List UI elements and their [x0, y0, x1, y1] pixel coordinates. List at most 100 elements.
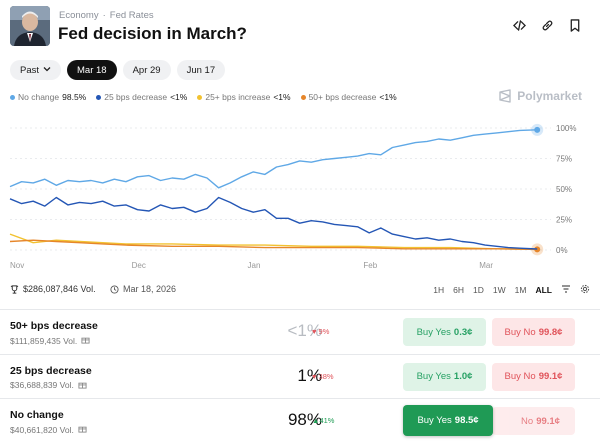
polymarket-mark-icon [499, 89, 511, 103]
buy-no-label: Buy No [504, 371, 536, 382]
legend-item-25-bps-increase: 25+ bps increase <1% [197, 92, 291, 102]
time-range-selector: 1H 6H 1D 1W 1M ALL [433, 284, 590, 296]
buy-yes-button[interactable]: Buy Yes 0.3¢ [403, 318, 486, 346]
embed-code-icon[interactable] [512, 18, 526, 32]
series-line-25-bps-decrease [9, 196, 538, 250]
legend-dot [300, 94, 306, 100]
tab-mar-18[interactable]: Mar 18 [67, 60, 117, 80]
tab-past[interactable]: Past [10, 60, 62, 80]
outcome-change-value: 41% [319, 416, 335, 425]
buy-no-button[interactable]: Buy No 99.8¢ [492, 318, 575, 346]
range-6h[interactable]: 6H [453, 285, 465, 295]
buy-yes-button[interactable]: Buy Yes 1.0¢ [403, 362, 486, 391]
range-1w[interactable]: 1W [492, 285, 506, 295]
filter-icon[interactable] [561, 284, 571, 296]
breadcrumb-economy[interactable]: Economy [59, 10, 99, 21]
buy-yes-price: 0.3¢ [453, 326, 473, 338]
y-tick-label: 0% [556, 246, 568, 255]
legend-label: 25+ bps increase [205, 92, 271, 102]
outcome-change-value: 38% [318, 371, 334, 381]
legend-dot [10, 94, 15, 100]
tab-apr-29[interactable]: Apr 29 [122, 60, 171, 80]
polymarket-logo: Polymarket [499, 89, 582, 103]
range-all[interactable]: ALL [535, 285, 552, 295]
market-avatar [10, 6, 50, 46]
market-stats: $286,087,846 Vol. Mar 18, 2026 1H 6H 1D … [10, 284, 590, 298]
tab-past-label: Past [20, 64, 40, 76]
settings-gear-icon[interactable] [580, 284, 590, 296]
x-tick-label: Jan [248, 261, 261, 270]
outcome-row-50-bps-decrease[interactable]: 50+ bps decrease $111,859,435 Vol. <1% ♥… [0, 309, 600, 354]
bookmark-icon[interactable] [568, 18, 582, 32]
y-tick-label: 100% [556, 124, 576, 133]
outcome-row-25-bps-decrease[interactable]: 25 bps decrease $36,688,839 Vol. 1% ♥ 38… [0, 353, 600, 399]
outcome-name: No change [10, 409, 64, 421]
down-heart-icon: ♥ [312, 371, 317, 381]
outcome-change-value: 9% [318, 327, 330, 336]
outcome-volume-value: $111,859,435 Vol. [10, 335, 78, 346]
outcome-volume: $36,688,839 Vol. [10, 380, 87, 391]
total-volume-value: $286,087,846 Vol. [23, 284, 96, 294]
buy-yes-price: 98.5¢ [454, 415, 479, 426]
page-title: Fed decision in March? [58, 24, 247, 43]
breadcrumb: Economy · Fed Rates [59, 10, 154, 21]
outcome-change: ♥ 9% [312, 327, 329, 336]
outcome-volume-value: $36,688,839 Vol. [10, 380, 74, 390]
outcome-probability: <1% [287, 321, 323, 340]
up-triangle-icon: ▲ [312, 416, 320, 425]
down-heart-icon: ♥ [312, 327, 317, 336]
legend-item-25-bps-decrease: 25 bps decrease <1% [96, 92, 187, 102]
clock-icon [110, 284, 119, 294]
buy-no-label: Buy No [504, 326, 536, 338]
tab-jun-17[interactable]: Jun 17 [176, 60, 226, 80]
link-icon[interactable] [540, 18, 554, 32]
outcome-change: ♥ 38% [312, 372, 334, 381]
series-line-no-change [9, 129, 538, 189]
legend-value: <1% [273, 92, 291, 102]
gift-icon [81, 335, 90, 346]
y-tick-label: 50% [556, 185, 572, 194]
buy-yes-price: 1.0¢ [453, 371, 473, 382]
buy-no-label: No [521, 415, 534, 427]
outcome-name: 50+ bps decrease [10, 320, 98, 332]
outcome-probability: 98% [287, 410, 322, 429]
brand-name: Polymarket [517, 89, 582, 103]
range-1d[interactable]: 1D [473, 285, 484, 295]
legend-label: No change [18, 92, 60, 102]
legend-value: 98.5% [62, 92, 87, 102]
chevron-down-icon [43, 65, 51, 76]
probability-chart[interactable]: 100% 75% 50% 25% 0% Nov Dec Jan Feb Mar [0, 112, 600, 276]
legend-value: <1% [379, 92, 397, 102]
legend-dot [197, 94, 203, 100]
outcome-volume: $111,859,435 Vol. [10, 335, 90, 346]
range-1h[interactable]: 1H [433, 285, 445, 295]
buy-yes-label: Buy Yes [416, 326, 451, 338]
buy-no-price: 99.1¢ [536, 415, 560, 427]
x-tick-label: Mar [479, 261, 493, 270]
range-1m[interactable]: 1M [514, 285, 527, 295]
buy-no-button[interactable]: No 99.1¢ [492, 407, 575, 435]
x-tick-label: Dec [132, 261, 146, 270]
date-tabs: Past Mar 18 Apr 29 Jun 17 [10, 60, 226, 80]
gift-icon [78, 424, 87, 435]
buy-yes-button[interactable]: Buy Yes 98.5¢ [403, 405, 493, 436]
breadcrumb-fed-rates[interactable]: Fed Rates [109, 10, 154, 21]
outcome-probability: 1% [297, 365, 322, 385]
chart-legend: No change 98.5% 25 bps decrease <1% 25+ … [10, 92, 397, 102]
series-end-point [534, 126, 541, 133]
x-tick-label: Nov [10, 261, 24, 270]
legend-value: <1% [170, 92, 188, 102]
end-date: Mar 18, 2026 [110, 284, 176, 294]
y-tick-label: 25% [556, 216, 572, 225]
buy-no-price: 99.1¢ [538, 371, 563, 382]
buy-no-price: 99.8¢ [538, 326, 563, 338]
buy-yes-label: Buy Yes [417, 415, 452, 426]
outcome-row-no-change[interactable]: No change $40,661,820 Vol. 98% ▲41% No 99… [0, 398, 600, 441]
legend-dot [96, 94, 102, 100]
trophy-icon [10, 284, 19, 294]
series-line-25-bps-increase [9, 233, 538, 251]
legend-label: 50+ bps decrease [308, 92, 377, 102]
buy-no-button[interactable]: Buy No 99.1¢ [492, 362, 575, 391]
y-tick-label: 75% [556, 155, 572, 164]
buy-yes-label: Buy Yes [416, 371, 451, 382]
